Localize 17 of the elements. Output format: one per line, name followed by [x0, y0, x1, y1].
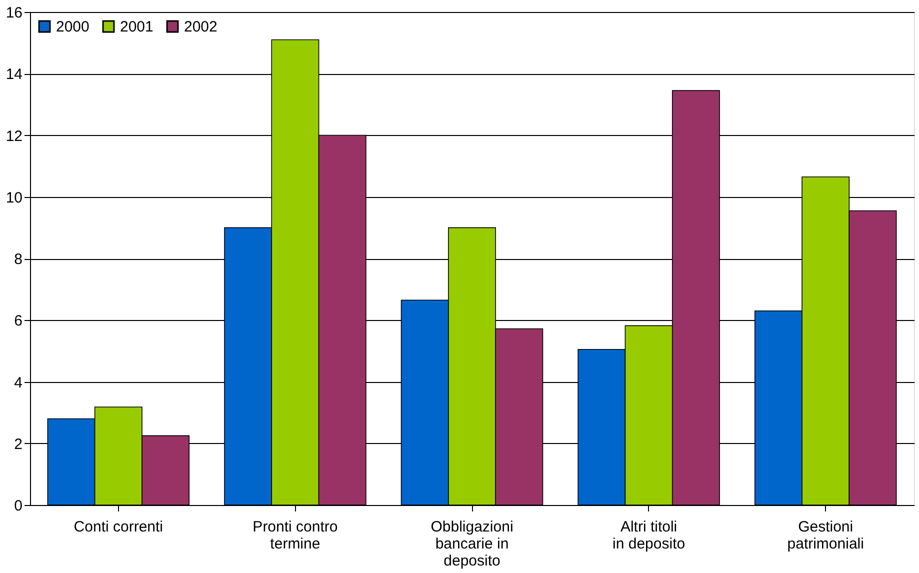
y-tick-label: 8 — [14, 251, 22, 268]
y-tick-label: 0 — [14, 498, 22, 514]
legend-label: 2002 — [184, 18, 218, 36]
y-tick-label: 4 — [14, 374, 22, 392]
y-tick-label: 16 — [6, 4, 22, 22]
y-tick-label: 6 — [14, 312, 22, 330]
y-tick-label: 2 — [14, 436, 22, 453]
legend-label: 2001 — [120, 18, 154, 36]
y-tick-label: 12 — [6, 128, 22, 145]
x-tick-label: Altri titoli in deposito — [612, 518, 686, 552]
legend-label: 2000 — [56, 18, 90, 36]
y-tick-label: 10 — [6, 189, 22, 206]
y-tick-label: 14 — [6, 66, 22, 84]
x-tick-label: Obbligazioni bancarie in deposito — [430, 518, 514, 570]
x-tick-label: Pronti contro termine — [252, 518, 338, 552]
x-tick-label: Gestioni patrimoniali — [787, 518, 864, 552]
x-tick-label: Conti correnti — [74, 518, 163, 536]
